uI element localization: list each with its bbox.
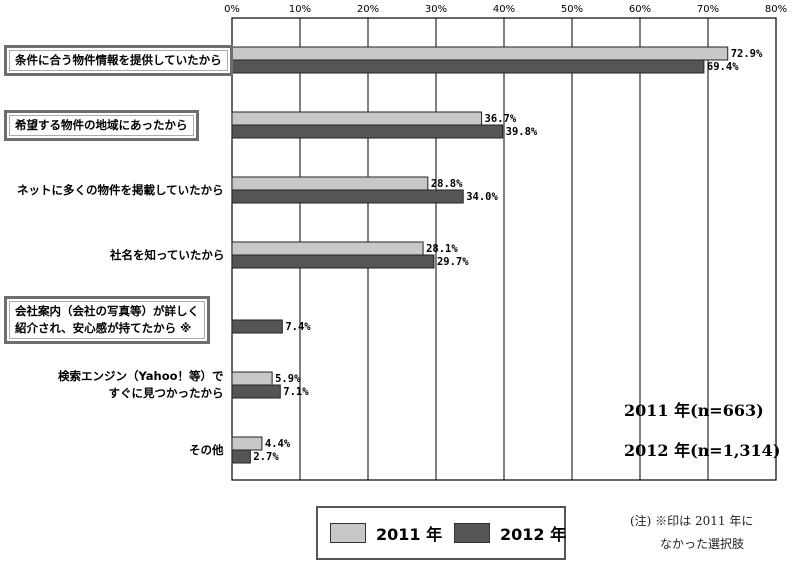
category-label: 希望する物件の地域にあったから: [4, 109, 199, 141]
category-label: 条件に合う物件情報を提供していたから: [4, 44, 233, 76]
legend-swatch-2012: [454, 523, 490, 543]
category-label-line: 社名を知っていたから: [110, 247, 225, 262]
bar-2011: [231, 176, 429, 191]
bar-2012: [231, 384, 281, 399]
legend: 2011 年 2012 年: [316, 506, 566, 560]
sample-size-2011: 2011 年(n=663): [624, 401, 764, 420]
category-label: 社名を知っていたから: [110, 247, 224, 264]
data-label-2012: 2.7%: [253, 451, 279, 463]
data-label-2012: 39.8%: [506, 126, 538, 138]
data-label-2011: 72.9%: [731, 48, 763, 60]
data-label-2012: 29.7%: [437, 256, 469, 268]
footnote-line-2: なかった選択肢: [660, 537, 745, 551]
bar-2011: [231, 46, 729, 61]
data-label-2012: 34.0%: [466, 191, 498, 203]
data-label-2012: 69.4%: [707, 61, 739, 73]
data-label-2011: 4.4%: [265, 438, 291, 450]
bar-2012: [231, 189, 464, 204]
category-label: 検索エンジン（Yahoo！等）ですぐに見つかったから: [58, 368, 224, 402]
category-label-line: 検索エンジン（Yahoo！等）で: [58, 369, 224, 383]
x-tick-label: 0%: [224, 4, 240, 15]
legend-label-2011: 2011 年: [376, 525, 443, 544]
category-label: 会社案内（会社の写真等）が詳しく 紹介され、安心感が持てたから ※: [4, 296, 210, 344]
x-tick-label: 60%: [629, 4, 651, 15]
category-label-line: 希望する物件の地域にあったから: [15, 117, 188, 132]
bar-2012: [231, 59, 705, 74]
bar-2011: [231, 371, 273, 386]
x-tick-label: 50%: [561, 4, 583, 15]
bar-2012: [231, 319, 283, 334]
x-tick-label: 30%: [425, 4, 447, 15]
category-label-line: 条件に合う物件情報を提供していたから: [15, 52, 222, 67]
category-label-line: 紹介され、安心感が持てたから ※: [15, 321, 192, 335]
data-label-2011: 5.9%: [275, 373, 301, 385]
data-label-2012: 7.4%: [285, 321, 311, 333]
bar-2012: [231, 124, 504, 139]
bar-2011: [231, 436, 263, 451]
data-label-2011: 28.1%: [426, 243, 458, 255]
data-label-2011: 36.7%: [485, 113, 517, 125]
x-tick-label: 10%: [289, 4, 311, 15]
category-label-line: 会社案内（会社の写真等）が詳しく: [15, 304, 199, 318]
footnote-line-1: (注) ※印は 2011 年に: [630, 514, 754, 528]
legend-label-2012: 2012 年: [500, 525, 567, 544]
category-label-line: すぐに見つかったから: [108, 386, 224, 400]
x-tick-label: 20%: [357, 4, 379, 15]
bar-2012: [231, 254, 435, 269]
category-label-line: その他: [189, 442, 224, 457]
category-label: ネットに多くの物件を掲載していたから: [17, 182, 224, 199]
x-tick-label: 40%: [493, 4, 515, 15]
data-label-2011: 28.8%: [431, 178, 463, 190]
category-label-line: ネットに多くの物件を掲載していたから: [17, 182, 224, 197]
bar-2012: [231, 449, 251, 464]
x-tick-label: 70%: [697, 4, 719, 15]
bar-2011: [231, 241, 424, 256]
bar-2011: [231, 111, 483, 126]
legend-item-2011: 2011 年: [330, 521, 442, 545]
sample-size-2012: 2012 年(n=1,314): [624, 441, 781, 460]
data-label-2012: 7.1%: [283, 386, 309, 398]
x-tick-label: 80%: [765, 4, 787, 15]
legend-swatch-2011: [330, 523, 366, 543]
legend-item-2012: 2012 年: [454, 521, 566, 545]
category-label: その他: [189, 442, 224, 459]
